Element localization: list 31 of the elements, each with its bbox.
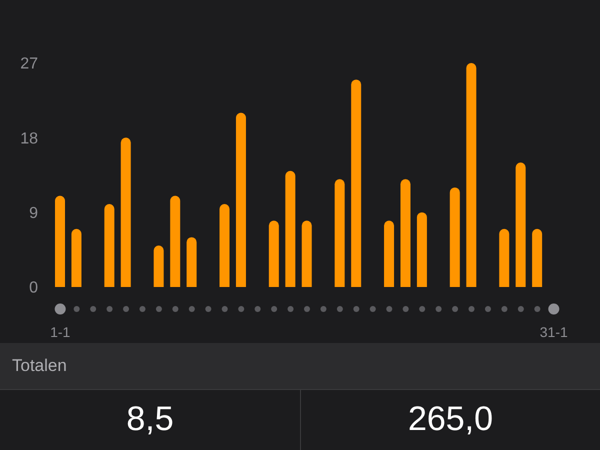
bar	[71, 228, 82, 287]
bar	[186, 237, 197, 287]
bar	[154, 246, 164, 287]
bar	[236, 112, 246, 287]
bar	[450, 187, 460, 287]
bar	[170, 196, 180, 287]
bar	[466, 63, 476, 287]
bar	[120, 138, 131, 287]
bar	[285, 170, 296, 287]
bar	[302, 220, 312, 287]
bar	[400, 179, 410, 287]
text: 8,5	[0, 390, 301, 450]
y-tick-label: 9	[29, 205, 38, 222]
bar	[499, 228, 510, 287]
bar	[220, 204, 230, 287]
text: Totalen	[12, 356, 67, 376]
y-tick-label: 0	[29, 280, 38, 297]
bar	[532, 228, 542, 287]
bar	[416, 212, 427, 287]
bar	[268, 220, 279, 287]
y-tick-label: 18	[20, 130, 38, 148]
bar	[516, 162, 526, 287]
bar	[384, 220, 394, 287]
bar	[104, 204, 114, 287]
x-tick-label: 1-1	[50, 324, 71, 340]
bar	[334, 179, 345, 287]
text: 265,0	[406, 399, 494, 440]
bar	[55, 196, 65, 287]
y-tick-label: 27	[20, 56, 38, 73]
x-tick-label: 31-1	[540, 324, 568, 340]
bar	[351, 80, 362, 287]
